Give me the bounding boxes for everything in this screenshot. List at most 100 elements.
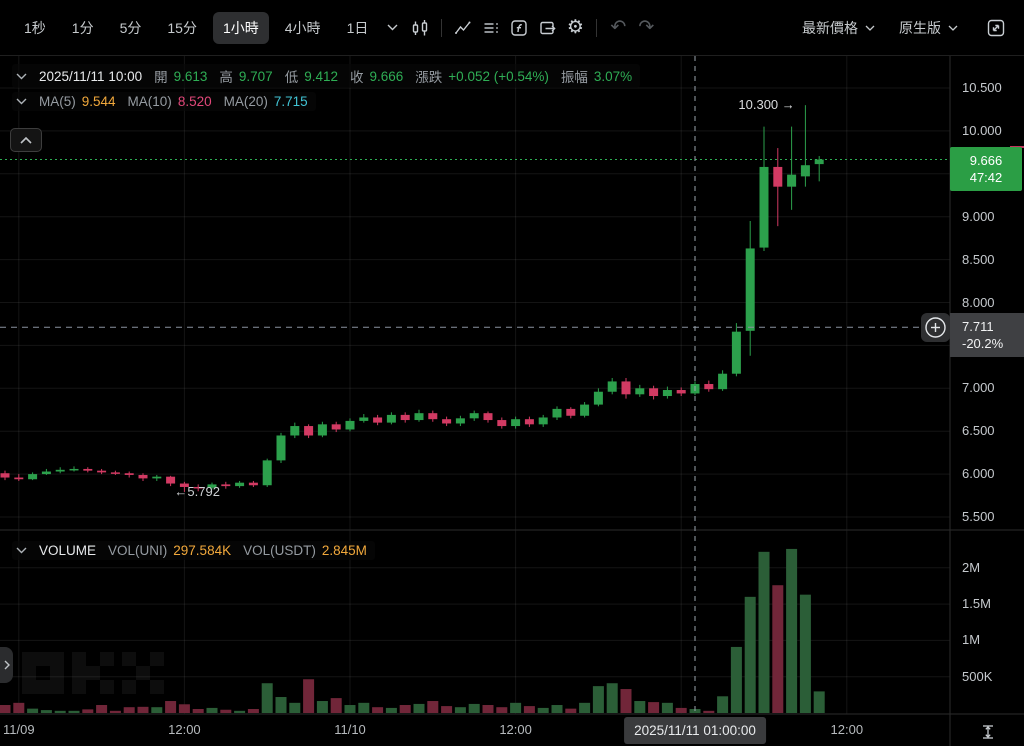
candle[interactable] (28, 474, 38, 480)
ohlc-collapse-chevron[interactable] (16, 73, 27, 80)
candle[interactable] (69, 468, 79, 471)
volume-bar[interactable] (137, 706, 149, 713)
volume-bar[interactable] (13, 702, 25, 713)
volume-bar[interactable] (717, 696, 729, 713)
candle[interactable] (317, 424, 327, 436)
volume-bar[interactable] (289, 702, 301, 713)
candle[interactable] (814, 159, 824, 165)
volume-bar[interactable] (0, 705, 11, 713)
volume-bar[interactable] (344, 705, 356, 713)
undo-icon[interactable]: ↶ (610, 17, 627, 38)
candle[interactable] (207, 484, 217, 488)
candle[interactable] (759, 166, 769, 248)
quick-trade-button[interactable] (921, 312, 950, 342)
candle[interactable] (248, 482, 258, 486)
candle[interactable] (538, 417, 548, 425)
volume-bar[interactable] (109, 710, 121, 713)
volume-bar[interactable] (758, 551, 770, 713)
chart-version-dropdown[interactable]: 原生版 (899, 18, 958, 38)
candle[interactable] (524, 419, 534, 425)
volume-bar[interactable] (689, 709, 701, 713)
candle[interactable] (262, 460, 272, 486)
candle[interactable] (414, 413, 424, 421)
candle[interactable] (193, 486, 203, 489)
volume-bar[interactable] (54, 710, 66, 713)
volume-bar[interactable] (661, 702, 673, 713)
volume-bar[interactable] (192, 709, 204, 713)
indicator-list-icon[interactable] (477, 14, 505, 42)
candle[interactable] (110, 472, 120, 474)
candle[interactable] (455, 418, 465, 424)
volume-bar[interactable] (372, 707, 384, 713)
volume-bar[interactable] (275, 697, 287, 713)
candle[interactable] (442, 419, 452, 424)
volume-bar[interactable] (648, 702, 660, 713)
volume-bar[interactable] (82, 709, 94, 713)
volume-bar[interactable] (620, 689, 632, 713)
candle[interactable] (718, 373, 728, 390)
volume-bar[interactable] (551, 705, 563, 713)
volume-bar[interactable] (68, 710, 80, 713)
candle[interactable] (386, 414, 396, 423)
volume-bar[interactable] (123, 707, 135, 713)
candle[interactable] (331, 424, 341, 430)
candle[interactable] (483, 413, 493, 421)
candle[interactable] (704, 384, 714, 390)
candle[interactable] (83, 468, 93, 471)
candle[interactable] (497, 420, 507, 427)
volume-bar[interactable] (330, 698, 342, 713)
volume-bar[interactable] (675, 707, 687, 713)
volume-bar[interactable] (27, 708, 39, 713)
volume-bar[interactable] (813, 691, 825, 713)
volume-bar[interactable] (523, 706, 535, 713)
candle[interactable] (97, 470, 107, 473)
volume-bar[interactable] (261, 683, 273, 713)
candlestick-style-icon[interactable] (406, 14, 434, 42)
volume-bar[interactable] (413, 703, 425, 713)
volume-bar[interactable] (385, 707, 397, 713)
volume-bar[interactable] (40, 710, 52, 713)
drawing-toolbar-handle[interactable] (0, 647, 13, 683)
volume-bar[interactable] (579, 702, 591, 713)
candle[interactable] (773, 166, 783, 187)
volume-bar[interactable] (220, 709, 232, 713)
candle[interactable] (511, 419, 521, 427)
volume-bar[interactable] (165, 701, 177, 713)
volume-bar[interactable] (234, 710, 246, 713)
volume-bar[interactable] (606, 683, 618, 713)
price-scale-reset-button[interactable] (977, 721, 999, 743)
candle[interactable] (676, 390, 686, 394)
candle[interactable] (552, 408, 562, 418)
volume-bar[interactable] (786, 548, 798, 713)
candle[interactable] (800, 165, 810, 177)
volume-bar[interactable] (178, 704, 190, 713)
candle[interactable] (221, 484, 231, 487)
interval-button[interactable]: 4小時 (275, 12, 331, 44)
pane-collapse-button[interactable] (10, 128, 42, 152)
indicators-icon[interactable] (449, 14, 477, 42)
candle[interactable] (607, 381, 617, 392)
volume-bar[interactable] (399, 705, 411, 713)
volume-bar[interactable] (468, 703, 480, 713)
interval-button[interactable]: 1小時 (212, 11, 269, 44)
interval-button[interactable]: 1日 (337, 12, 379, 44)
volume-bar[interactable] (303, 679, 315, 713)
candle[interactable] (635, 388, 645, 395)
volume-bar[interactable] (730, 646, 742, 713)
volume-bar[interactable] (496, 707, 508, 713)
candle[interactable] (580, 404, 590, 416)
candle[interactable] (166, 476, 176, 484)
volume-bar[interactable] (537, 707, 549, 713)
volume-bar[interactable] (634, 701, 646, 713)
volume-bar[interactable] (247, 709, 259, 713)
fullscreen-icon[interactable] (982, 14, 1010, 42)
volume-bar[interactable] (206, 707, 218, 713)
candle[interactable] (235, 482, 245, 487)
save-layout-icon[interactable] (533, 14, 561, 42)
volume-bar[interactable] (799, 594, 811, 713)
volume-bar[interactable] (565, 708, 577, 713)
volume-bar[interactable] (592, 686, 604, 713)
candle[interactable] (0, 473, 10, 478)
redo-icon[interactable]: ↷ (638, 17, 655, 38)
volume-bar[interactable] (510, 702, 522, 713)
